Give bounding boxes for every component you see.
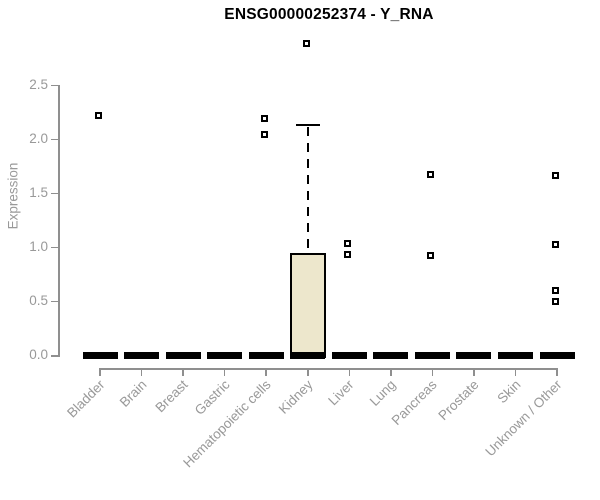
x-category-label: Pancreas — [389, 377, 440, 428]
y-tick-label: 0.5 — [29, 292, 48, 308]
outlier-point — [344, 240, 352, 248]
whisker-cap — [295, 123, 320, 126]
x-tick-mark — [556, 369, 558, 376]
median-bar — [165, 352, 201, 359]
median-bar — [498, 352, 533, 359]
median-bar — [248, 352, 284, 359]
outlier-point — [552, 171, 560, 179]
y-tick-mark — [51, 84, 58, 86]
outlier-point — [261, 130, 269, 138]
x-category-label: Liver — [325, 377, 357, 409]
y-tick-label: 2.0 — [29, 130, 48, 146]
median-bar — [456, 352, 492, 359]
x-tick-mark — [140, 369, 143, 376]
x-tick-mark — [348, 369, 351, 376]
x-tick-mark — [307, 369, 309, 376]
y-axis-line — [58, 84, 60, 357]
outlier-point — [302, 39, 310, 47]
median-bar — [207, 352, 243, 359]
y-tick-label: 1.0 — [29, 238, 48, 254]
outlier-point — [552, 298, 560, 306]
outlier-point — [552, 286, 560, 294]
x-tick-mark — [99, 369, 101, 376]
outlier-point — [427, 251, 435, 259]
x-tick-mark — [265, 369, 267, 376]
outlier-point — [261, 114, 269, 122]
y-tick-mark — [51, 355, 58, 357]
x-tick-mark — [473, 369, 475, 376]
x-tick-mark — [223, 369, 226, 376]
x-axis-line — [99, 368, 558, 370]
outlier-point — [427, 170, 435, 178]
chart-title: ENSG00000252374 - Y_RNA — [224, 6, 434, 23]
y-tick-mark — [51, 138, 58, 141]
y-tick-label: 1.5 — [29, 184, 48, 200]
median-bar — [82, 352, 118, 359]
outlier-point — [95, 112, 102, 120]
whisker-line — [306, 126, 309, 253]
x-category-label: Gastric — [191, 377, 233, 418]
x-tick-mark — [514, 369, 517, 376]
outlier-point — [552, 241, 560, 249]
box-body — [289, 252, 326, 359]
y-tick-label: 0.0 — [29, 347, 48, 362]
median-bar — [331, 352, 367, 359]
x-category-label: Bladder — [64, 377, 108, 421]
y-tick-mark — [51, 246, 58, 249]
x-category-label: Prostate — [435, 377, 482, 424]
x-category-label: Brain — [116, 377, 150, 410]
y-tick-mark — [51, 300, 58, 303]
median-bar — [124, 352, 160, 359]
x-tick-mark — [182, 369, 184, 376]
median-bar — [539, 352, 575, 359]
x-category-label: Kidney — [275, 377, 316, 417]
x-category-label: Unknown / Other — [482, 377, 565, 460]
x-category-label: Lung — [366, 377, 399, 409]
outlier-point — [344, 250, 352, 258]
x-category-label: Skin — [493, 377, 524, 407]
x-tick-mark — [390, 369, 392, 376]
y-tick-label: 2.5 — [29, 76, 48, 92]
median-bar — [290, 352, 326, 359]
x-tick-mark — [431, 369, 434, 376]
median-bar — [373, 352, 409, 359]
x-category-label: Breast — [152, 377, 191, 416]
y-tick-mark — [51, 192, 58, 195]
median-bar — [414, 352, 450, 359]
